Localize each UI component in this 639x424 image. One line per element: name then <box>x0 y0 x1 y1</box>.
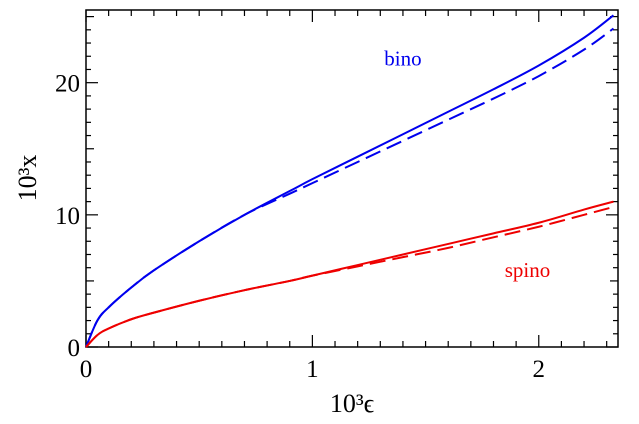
x-tick-label: 2 <box>533 356 546 383</box>
annotation-spino: spino <box>505 258 551 282</box>
x-axis-title: 10³ϵ <box>330 389 374 418</box>
curves <box>85 14 615 348</box>
x-tick-label: 1 <box>306 356 319 383</box>
annotations: bino spino <box>384 47 550 282</box>
y-tick-label: 20 <box>55 71 80 98</box>
series-line-1 <box>85 27 615 348</box>
plot-frame <box>85 9 619 348</box>
y-tick-label: 10 <box>55 203 80 230</box>
series-line-0 <box>85 14 615 348</box>
x-tick-label: 0 <box>80 356 93 383</box>
y-tick-label: 0 <box>68 335 81 362</box>
series-line-2 <box>85 200 614 348</box>
annotation-bino: bino <box>384 47 421 71</box>
y-axis-title: 10³x <box>13 155 42 202</box>
series-line-3 <box>85 205 614 348</box>
